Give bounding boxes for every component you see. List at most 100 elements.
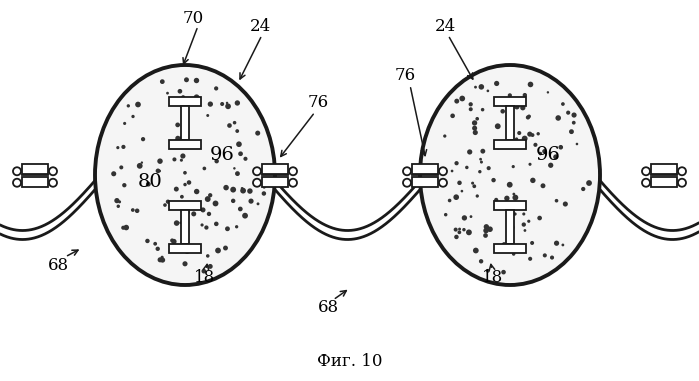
Point [527, 177, 538, 183]
Point [454, 229, 465, 235]
Point [524, 256, 535, 262]
Point [134, 163, 145, 169]
Point [255, 168, 266, 174]
Point [498, 269, 509, 275]
Point [526, 240, 538, 246]
Point [191, 77, 202, 83]
FancyBboxPatch shape [506, 210, 514, 244]
Point [196, 222, 208, 228]
Point [162, 90, 173, 96]
Point [152, 168, 164, 174]
Point [514, 130, 525, 136]
Point [117, 225, 129, 231]
Point [519, 227, 531, 234]
Point [202, 253, 213, 259]
Circle shape [678, 167, 686, 175]
Point [111, 198, 122, 204]
Point [182, 248, 193, 255]
Point [197, 207, 208, 213]
Point [538, 183, 549, 189]
Point [501, 195, 512, 201]
Point [563, 110, 574, 116]
Point [555, 144, 566, 150]
Text: 18: 18 [194, 269, 215, 287]
Point [231, 128, 243, 134]
Point [459, 227, 470, 233]
Bar [412, 176, 438, 187]
Circle shape [49, 167, 57, 175]
Point [465, 101, 476, 107]
Point [577, 186, 589, 192]
Point [181, 222, 192, 228]
Bar [22, 176, 48, 187]
Point [496, 141, 507, 147]
Point [530, 142, 541, 148]
Point [491, 80, 503, 86]
Point [114, 199, 125, 205]
Point [447, 168, 458, 174]
Bar [651, 163, 677, 173]
Point [154, 257, 166, 263]
Circle shape [253, 179, 261, 187]
FancyBboxPatch shape [169, 97, 201, 106]
Text: 96: 96 [535, 146, 561, 164]
Point [477, 107, 488, 113]
Point [510, 195, 521, 201]
Point [233, 141, 245, 147]
FancyBboxPatch shape [169, 244, 201, 253]
Circle shape [403, 179, 411, 187]
Point [191, 189, 202, 195]
Point [180, 261, 191, 267]
Circle shape [678, 179, 686, 187]
Point [547, 255, 558, 261]
Point [451, 234, 462, 240]
Point [469, 183, 480, 189]
Point [116, 164, 127, 170]
Point [252, 201, 264, 207]
Point [169, 156, 180, 162]
Point [535, 150, 546, 157]
Point [232, 171, 243, 177]
Point [152, 246, 164, 252]
Point [470, 130, 481, 136]
Point [553, 115, 564, 121]
Bar [22, 163, 48, 173]
Point [210, 200, 221, 207]
Point [191, 77, 202, 83]
Text: 96: 96 [210, 146, 234, 164]
Point [557, 242, 568, 248]
Point [472, 116, 483, 122]
Point [113, 144, 124, 150]
Point [504, 132, 515, 138]
Point [534, 215, 545, 221]
FancyBboxPatch shape [169, 140, 201, 149]
Point [469, 120, 480, 126]
Point [450, 227, 461, 233]
Point [523, 218, 534, 224]
Point [451, 194, 462, 200]
Point [154, 168, 165, 174]
Point [171, 220, 182, 226]
Point [202, 112, 213, 118]
Bar [262, 163, 288, 173]
Point [470, 248, 482, 254]
Text: 76: 76 [394, 67, 416, 83]
Point [497, 108, 508, 114]
Point [493, 144, 504, 150]
Point [157, 254, 168, 260]
Point [492, 123, 503, 129]
Text: 68: 68 [48, 256, 69, 274]
Point [476, 84, 487, 90]
Point [222, 100, 233, 106]
Point [224, 122, 235, 128]
Point [150, 241, 161, 247]
Point [136, 160, 147, 166]
Point [228, 187, 239, 193]
Point [491, 197, 502, 203]
Point [159, 202, 171, 208]
Point [519, 136, 531, 142]
Point [524, 131, 535, 137]
Point [474, 169, 485, 175]
Point [119, 120, 130, 126]
Point [522, 114, 533, 120]
